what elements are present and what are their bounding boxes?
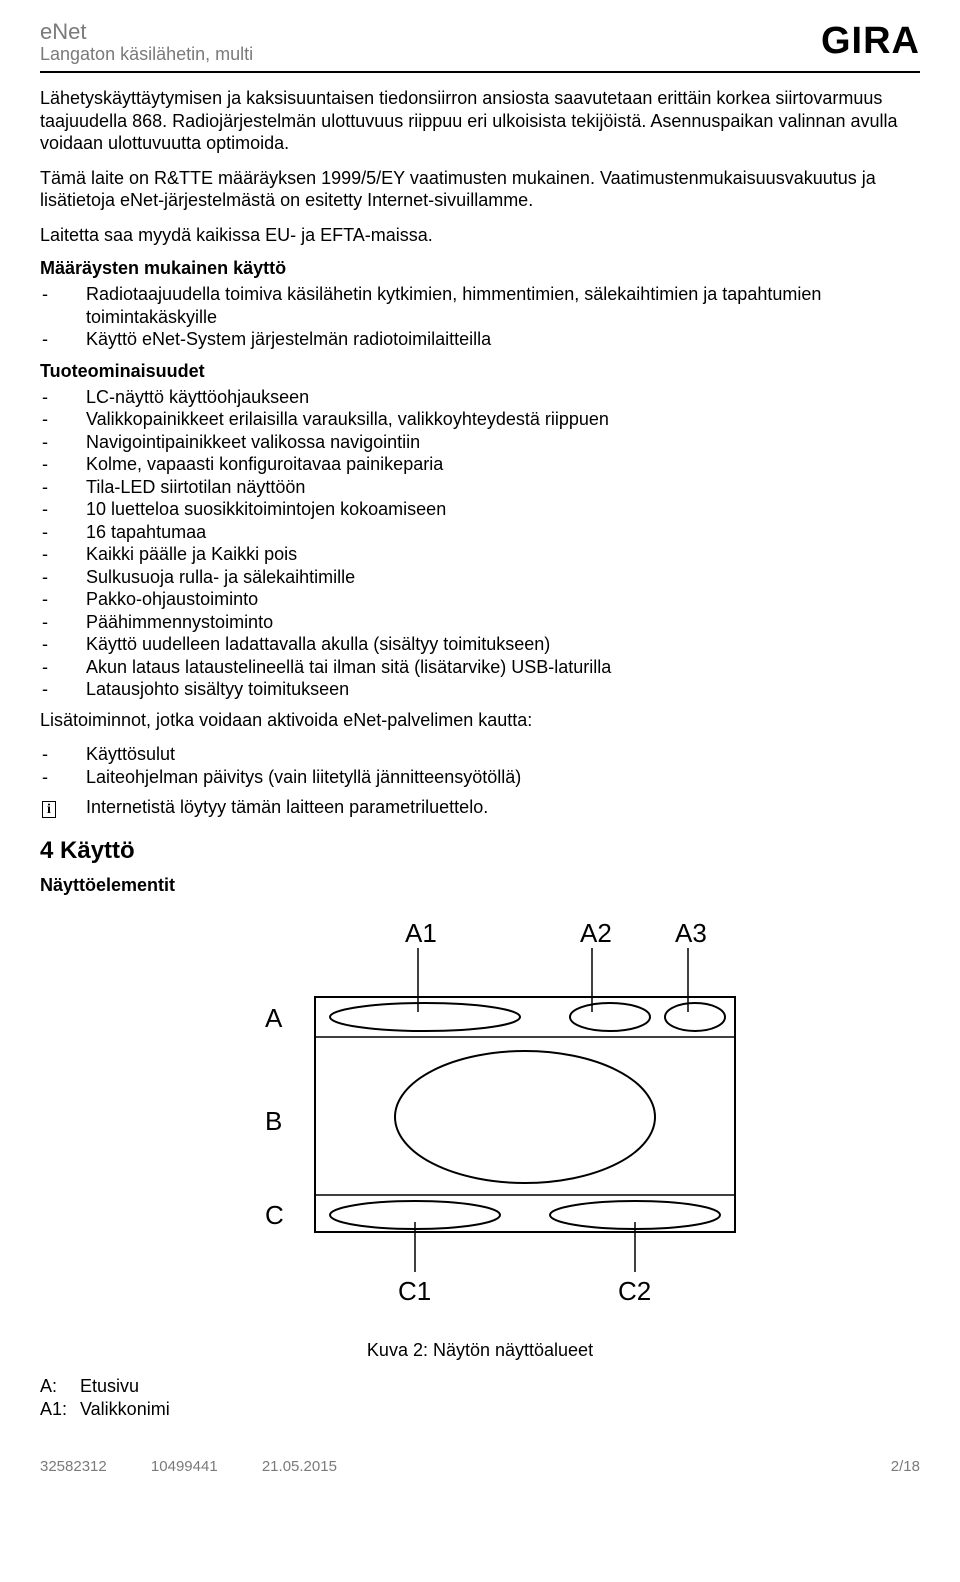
figure-2: A1 A2 A3 C1 C2 A B C — [40, 912, 920, 1332]
usage-list: -Radiotaajuudella toimiva käsilähetin ky… — [40, 283, 920, 351]
info-icon: i — [40, 796, 86, 819]
display-diagram: A1 A2 A3 C1 C2 A B C — [200, 912, 760, 1332]
list-dash: - — [40, 328, 86, 351]
company-logo: GIRA — [821, 20, 920, 63]
list-item-text: Kolme, vapaasti konfiguroitavaa painikep… — [86, 453, 920, 476]
list-dash: - — [40, 656, 86, 679]
svg-text:B: B — [265, 1106, 282, 1136]
list-item: -Käyttö uudelleen ladattavalla akulla (s… — [40, 633, 920, 656]
list-dash: - — [40, 283, 86, 328]
list-item: -Navigointipainikkeet valikossa navigoin… — [40, 431, 920, 454]
list-item-text: Pakko-ohjaustoiminto — [86, 588, 920, 611]
info-note-text: Internetistä löytyy tämän laitteen param… — [86, 796, 920, 819]
legend-value: Valikkonimi — [80, 1398, 170, 1421]
list-item-text: Radiotaajuudella toimiva käsilähetin kyt… — [86, 283, 920, 328]
svg-text:C1: C1 — [398, 1276, 431, 1306]
list-item: -Radiotaajuudella toimiva käsilähetin ky… — [40, 283, 920, 328]
svg-text:A2: A2 — [580, 918, 612, 948]
list-item: -Pakko-ohjaustoiminto — [40, 588, 920, 611]
list-dash: - — [40, 678, 86, 701]
figure-caption: Kuva 2: Näytön näyttöalueet — [40, 1340, 920, 1361]
page-footer: 32582312 10499441 21.05.2015 2/18 — [40, 1451, 920, 1475]
page-header: eNet Langaton käsilähetin, multi GIRA — [40, 20, 920, 73]
svg-text:A1: A1 — [405, 918, 437, 948]
paragraph-intro-1: Lähetyskäyttäytymisen ja kaksisuuntaisen… — [40, 87, 920, 155]
legend-row: A:Etusivu — [40, 1375, 920, 1398]
list-item-text: Päähimmennystoiminto — [86, 611, 920, 634]
product-subtitle: Langaton käsilähetin, multi — [40, 44, 253, 65]
list-item-text: 16 tapahtumaa — [86, 521, 920, 544]
list-dash: - — [40, 498, 86, 521]
extra-functions-intro: Lisätoiminnot, jotka voidaan aktivoida e… — [40, 709, 920, 732]
list-item-text: Laiteohjelman päivitys (vain liitetyllä … — [86, 766, 920, 789]
list-dash: - — [40, 611, 86, 634]
svg-text:A: A — [265, 1003, 283, 1033]
list-item: -Laiteohjelman päivitys (vain liitetyllä… — [40, 766, 920, 789]
info-note-row: i Internetistä löytyy tämän laitteen par… — [40, 796, 920, 819]
section-4-title: 4 Käyttö — [40, 837, 920, 865]
footer-code-2: 10499441 — [151, 1458, 218, 1475]
list-dash: - — [40, 766, 86, 789]
paragraph-intro-3: Laitetta saa myydä kaikissa EU- ja EFTA-… — [40, 224, 920, 247]
list-dash: - — [40, 521, 86, 544]
section-usage-title: Määräysten mukainen käyttö — [40, 258, 920, 279]
list-item: -Kolme, vapaasti konfiguroitavaa painike… — [40, 453, 920, 476]
list-item-text: Valikkopainikkeet erilaisilla varauksill… — [86, 408, 920, 431]
list-item: -10 luetteloa suosikkitoimintojen kokoam… — [40, 498, 920, 521]
list-item: -Latausjohto sisältyy toimitukseen — [40, 678, 920, 701]
list-item: -Akun lataus lataustelineellä tai ilman … — [40, 656, 920, 679]
brand-name: eNet — [40, 20, 253, 44]
list-dash: - — [40, 743, 86, 766]
list-item: -Kaikki päälle ja Kaikki pois — [40, 543, 920, 566]
list-dash: - — [40, 543, 86, 566]
header-left: eNet Langaton käsilähetin, multi — [40, 20, 253, 65]
section-features-title: Tuoteominaisuudet — [40, 361, 920, 382]
features-list: -LC-näyttö käyttöohjaukseen-Valikkopaini… — [40, 386, 920, 701]
list-dash: - — [40, 476, 86, 499]
display-elements-title: Näyttöelementit — [40, 875, 920, 896]
legend-row: A1:Valikkonimi — [40, 1398, 920, 1421]
list-item: -16 tapahtumaa — [40, 521, 920, 544]
list-item-text: Navigointipainikkeet valikossa navigoint… — [86, 431, 920, 454]
list-item: -Käyttö eNet-System järjestelmän radioto… — [40, 328, 920, 351]
list-item-text: Käyttö eNet-System järjestelmän radiotoi… — [86, 328, 920, 351]
list-item: -Valikkopainikkeet erilaisilla varauksil… — [40, 408, 920, 431]
list-dash: - — [40, 408, 86, 431]
list-item-text: Latausjohto sisältyy toimitukseen — [86, 678, 920, 701]
footer-date: 21.05.2015 — [262, 1458, 337, 1475]
list-item-text: Akun lataus lataustelineellä tai ilman s… — [86, 656, 920, 679]
figure-legend: A:EtusivuA1:Valikkonimi — [40, 1375, 920, 1422]
footer-code-1: 32582312 — [40, 1458, 107, 1475]
list-item-text: Sulkusuoja rulla- ja sälekaihtimille — [86, 566, 920, 589]
list-dash: - — [40, 566, 86, 589]
list-dash: - — [40, 588, 86, 611]
footer-page: 2/18 — [891, 1458, 920, 1475]
list-dash: - — [40, 431, 86, 454]
svg-text:C: C — [265, 1200, 284, 1230]
svg-text:C2: C2 — [618, 1276, 651, 1306]
list-item-text: Kaikki päälle ja Kaikki pois — [86, 543, 920, 566]
extra-functions-list: -Käyttösulut-Laiteohjelman päivitys (vai… — [40, 743, 920, 788]
list-item-text: Käyttösulut — [86, 743, 920, 766]
list-item: -Sulkusuoja rulla- ja sälekaihtimille — [40, 566, 920, 589]
list-dash: - — [40, 633, 86, 656]
legend-key: A: — [40, 1375, 80, 1398]
list-item-text: 10 luetteloa suosikkitoimintojen kokoami… — [86, 498, 920, 521]
svg-text:A3: A3 — [675, 918, 707, 948]
legend-value: Etusivu — [80, 1375, 139, 1398]
list-item-text: Tila-LED siirtotilan näyttöön — [86, 476, 920, 499]
list-item-text: Käyttö uudelleen ladattavalla akulla (si… — [86, 633, 920, 656]
list-item: -Käyttösulut — [40, 743, 920, 766]
list-item: -Tila-LED siirtotilan näyttöön — [40, 476, 920, 499]
list-item-text: LC-näyttö käyttöohjaukseen — [86, 386, 920, 409]
paragraph-intro-2: Tämä laite on R&TTE määräyksen 1999/5/EY… — [40, 167, 920, 212]
footer-left: 32582312 10499441 21.05.2015 — [40, 1458, 377, 1475]
page-root: eNet Langaton käsilähetin, multi GIRA Lä… — [0, 0, 960, 1485]
list-item: -LC-näyttö käyttöohjaukseen — [40, 386, 920, 409]
list-dash: - — [40, 386, 86, 409]
list-dash: - — [40, 453, 86, 476]
list-item: -Päähimmennystoiminto — [40, 611, 920, 634]
legend-key: A1: — [40, 1398, 80, 1421]
